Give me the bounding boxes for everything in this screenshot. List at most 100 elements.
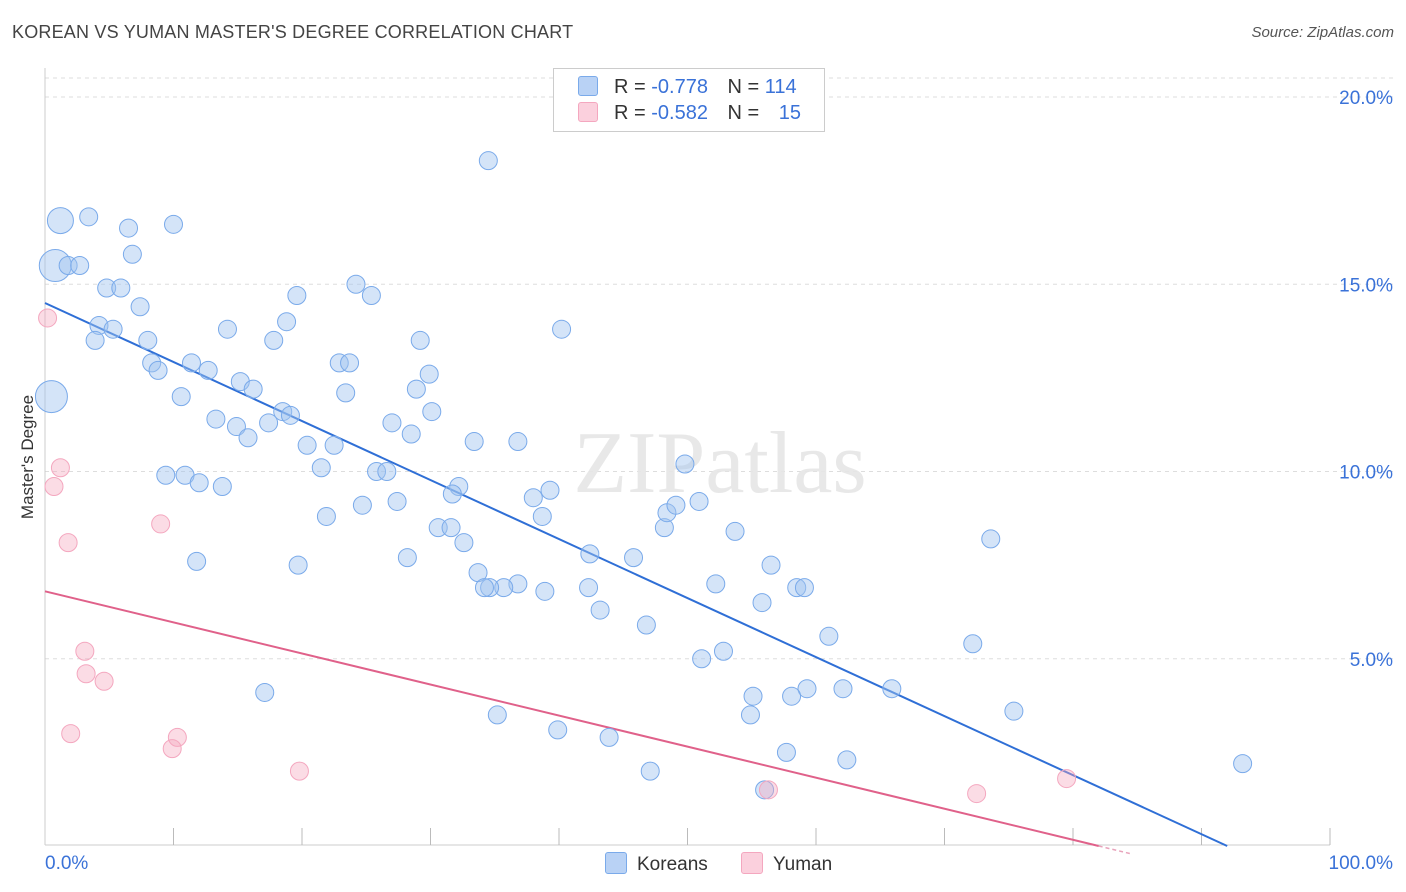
point-yuman [50,458,70,478]
point-koreans [138,330,158,350]
trend-line-koreans [44,302,1228,847]
point-koreans [89,315,109,335]
point-koreans [640,761,660,781]
n-label: N = [727,102,760,124]
point-koreans [882,679,902,699]
x-tick-label: 0.0% [45,853,88,874]
point-koreans [367,462,387,481]
series-legend: Koreans Yuman [0,852,1406,878]
point-koreans [1004,701,1024,721]
point-koreans [171,387,191,407]
point-koreans [181,353,201,373]
point-koreans [255,682,275,702]
point-koreans [552,319,572,339]
point-koreans [666,495,686,515]
r-label: R = [614,76,646,98]
n-label: N = [727,76,760,98]
point-koreans [487,705,507,725]
point-koreans [713,641,733,661]
point-koreans [776,742,796,762]
x-tick-label: 100.0% [1329,853,1394,874]
point-yuman [94,671,114,691]
point-koreans [579,578,599,598]
point-koreans [226,417,246,437]
point-koreans [761,555,781,575]
point-koreans [206,409,226,429]
y-tick-label: 20.0% [1339,88,1393,109]
point-koreans [532,506,552,526]
point-koreans [164,214,183,234]
point-koreans [797,679,817,699]
point-koreans [58,256,78,276]
point-koreans [212,476,232,496]
point-koreans [198,360,218,380]
point-koreans [819,626,839,646]
point-yuman [76,664,96,684]
point-koreans [346,274,366,294]
gridlines [45,77,1395,660]
point-koreans [478,151,498,171]
point-koreans [382,413,402,433]
point-koreans [590,600,610,620]
n-value: 15 [778,102,802,124]
point-yuman [967,784,987,804]
point-koreans [1233,754,1253,774]
y-tick-label: 10.0% [1339,463,1393,484]
legend-item-koreans: Koreans [605,852,708,876]
point-koreans [324,435,344,455]
point-koreans [540,480,560,500]
point-koreans [454,533,474,553]
point-koreans [787,578,807,598]
point-koreans [636,615,656,635]
point-koreans [580,544,600,564]
yuman-swatch [741,852,763,874]
y-tick-label: 5.0% [1350,650,1393,671]
point-koreans [297,435,317,455]
point-koreans [311,458,331,478]
point-koreans [111,278,131,298]
point-koreans [508,432,528,452]
point-koreans [122,244,142,264]
point-koreans [264,330,284,350]
point-koreans [387,491,407,511]
point-koreans [508,574,528,594]
point-koreans [752,593,772,613]
point-koreans [743,686,763,706]
point-koreans [442,484,462,504]
point-koreans [277,312,297,332]
point-koreans [361,285,381,305]
point-yuman [1057,769,1077,789]
point-koreans [474,578,494,598]
point-yuman [58,533,78,553]
r-value: -0.582 [651,102,708,124]
point-koreans [464,432,484,452]
stats-legend: R = -0.778 N = 114 R = -0.582 N = 15 [553,68,825,132]
trend-extension-yuman [1098,845,1132,855]
point-koreans [70,256,90,276]
point-yuman [44,476,64,496]
point-koreans [280,405,300,425]
point-yuman [38,308,58,328]
point-koreans [706,574,726,594]
point-yuman [75,641,95,661]
point-koreans [689,491,709,511]
point-koreans [480,578,500,598]
point-koreans [837,750,857,770]
point-koreans [259,413,279,433]
axes [44,68,1331,846]
point-koreans [833,679,853,699]
point-koreans [449,476,469,496]
point-koreans [692,649,712,669]
point-koreans [97,278,117,298]
r-label: R = [614,102,646,124]
point-koreans [654,518,674,538]
point-koreans [189,473,209,493]
point-koreans [406,379,426,399]
point-koreans [419,364,439,384]
point-koreans [794,578,814,598]
point-koreans [130,297,150,317]
point-koreans [401,424,421,444]
trend-lines [44,302,1228,855]
point-koreans [981,529,1001,549]
